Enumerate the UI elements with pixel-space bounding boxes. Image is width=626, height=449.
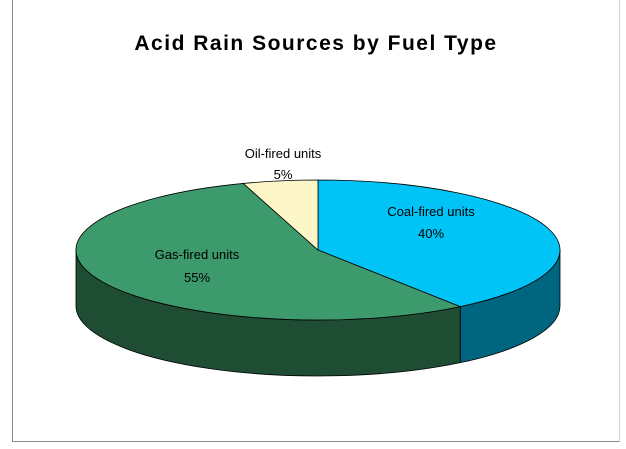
pie-slice-oil-fired-units [242,179,319,251]
slice-value-oil-fired-units: 5% [274,167,293,182]
pie-label-layer: Coal-fired units 40% Gas-fired units 55% Oil… [155,146,475,285]
chart-frame [12,0,620,442]
slice-label-oil-fired-units: Oil-fired units [245,146,322,161]
pie-top-layer [75,179,561,321]
pie-slice-gas-fired-units [75,183,462,321]
slice-label-coal-fired-units: Coal-fired units [387,204,475,219]
slice-label-gas-fired-units: Gas-fired units [155,247,240,262]
slice-value-gas-fired-units: 55% [184,270,210,285]
chart-title: Acid Rain Sources by Fuel Type [134,32,498,55]
pie-slice-coal-fired-units [317,179,561,308]
slice-value-coal-fired-units: 40% [418,226,444,241]
